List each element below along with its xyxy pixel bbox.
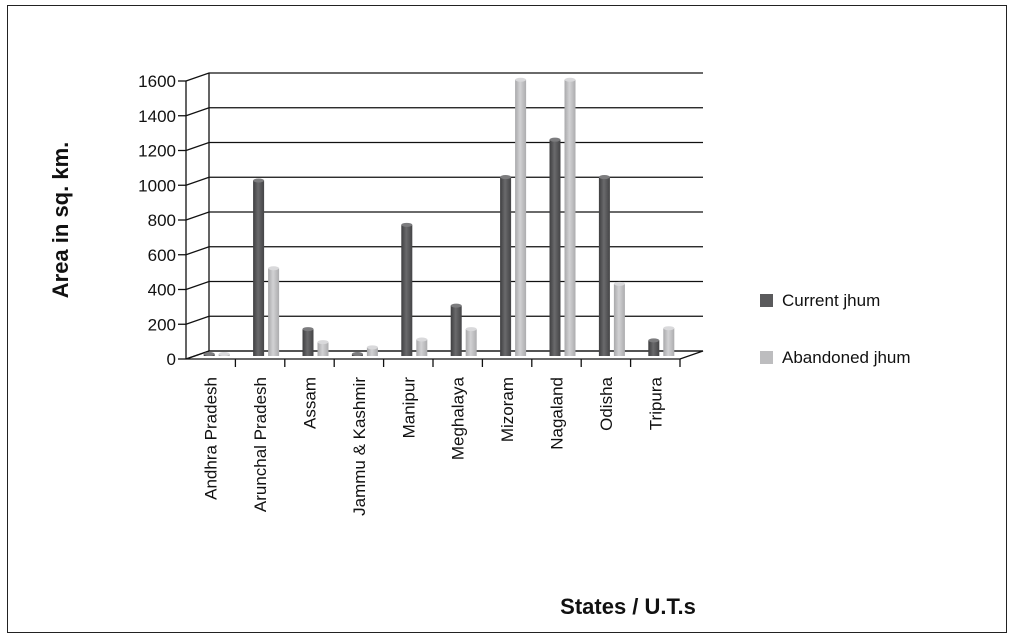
bar-cap — [648, 338, 660, 343]
legend-item-current-jhum: Current jhum — [760, 291, 880, 310]
chart-svg: 0 200 400 600 800 1000 1200 1400 1600 Andhra Pra… — [48, 72, 911, 619]
legend-item-abandoned-jhum: Abandoned jhum — [760, 348, 911, 367]
legend-label: Abandoned jhum — [782, 348, 911, 367]
y-tick-label: 1200 — [138, 142, 176, 161]
y-tick-label: 0 — [167, 350, 176, 369]
y-tick-label: 1600 — [138, 72, 176, 91]
bar-cap — [613, 281, 625, 286]
bar-cap — [253, 178, 265, 183]
bar-cap — [218, 352, 230, 356]
bar-body — [302, 329, 314, 356]
bar-cap — [515, 77, 527, 82]
bar-body — [549, 139, 561, 356]
bar-cap — [564, 77, 576, 82]
x-axis-title: States / U.T.s — [560, 594, 696, 619]
y-tick-label: 200 — [148, 315, 176, 334]
y-tick-label: 1400 — [138, 107, 176, 126]
legend: Current jhum Abandoned jhum — [760, 291, 911, 367]
bar-abandoned-jhum — [613, 281, 625, 356]
x-tick-label: Andhra Pradesh — [202, 377, 221, 500]
gridline — [185, 107, 703, 117]
bar-abandoned-jhum — [218, 352, 230, 356]
gridline — [185, 141, 703, 152]
bar-cap — [465, 327, 477, 332]
bar-body — [416, 339, 428, 356]
gridline — [185, 72, 703, 82]
bar-current-jhum — [351, 352, 363, 356]
bar-current-jhum — [549, 137, 561, 356]
bar-body — [500, 177, 512, 356]
bar-abandoned-jhum — [564, 77, 576, 357]
bar-abandoned-jhum — [366, 345, 378, 356]
bar-current-jhum — [648, 338, 660, 356]
y-tick-labels: 0 200 400 600 800 1000 1200 1400 1600 — [138, 72, 176, 369]
x-tick-label: Tripura — [646, 376, 665, 430]
x-tick-label: Odisha — [597, 376, 616, 430]
bar-cap — [416, 337, 428, 342]
y-tick-label: 400 — [148, 281, 176, 300]
bar-body — [515, 79, 527, 357]
bar-body — [465, 329, 477, 356]
axes — [178, 73, 704, 367]
bar-current-jhum — [500, 175, 512, 356]
bar-cap — [366, 345, 378, 350]
bar-body — [663, 328, 675, 356]
bar-abandoned-jhum — [416, 337, 428, 356]
bar-abandoned-jhum — [465, 327, 477, 356]
bar-current-jhum — [302, 327, 314, 356]
y-tick-label: 800 — [148, 211, 176, 230]
bar-body — [564, 79, 576, 357]
x-tick-label: Arunchal Pradesh — [251, 377, 270, 512]
bar-abandoned-jhum — [268, 266, 280, 356]
bar-body — [366, 347, 378, 356]
bar-cap — [268, 266, 280, 271]
bar-current-jhum — [401, 222, 413, 356]
bar-cap — [598, 175, 610, 180]
bar-body — [598, 177, 610, 356]
y-tick-label: 600 — [148, 246, 176, 265]
bar-body — [317, 342, 329, 356]
chart-frame: 0 200 400 600 800 1000 1200 1400 1600 Andhra Pra… — [7, 5, 1007, 633]
bar-abandoned-jhum — [515, 77, 527, 357]
bar-cap — [401, 222, 413, 227]
bar-cap — [351, 352, 363, 356]
y-tick-label: 1000 — [138, 176, 176, 195]
x-tick-label: Mizoram — [498, 377, 517, 442]
bar-cap — [302, 327, 314, 332]
x-tick-label: Assam — [301, 377, 320, 429]
y-axis-title: Area in sq. km. — [48, 142, 73, 299]
bar-current-jhum — [598, 175, 610, 356]
bar-cap — [317, 340, 329, 345]
bar-current-jhum — [450, 303, 462, 356]
legend-label: Current jhum — [782, 291, 880, 310]
bar-body — [450, 305, 462, 356]
bar-abandoned-jhum — [317, 340, 329, 356]
x-tick-label: Meghalaya — [449, 376, 468, 460]
x-tick-label: Nagaland — [548, 377, 567, 450]
legend-swatch — [760, 294, 773, 307]
bar-body — [401, 224, 413, 356]
bar-body — [253, 180, 265, 356]
bar-current-jhum — [253, 178, 265, 356]
x-tick-label: Jammu & Kashmir — [350, 377, 369, 516]
bar-cap — [203, 352, 215, 356]
bar-cap — [663, 326, 675, 331]
bar-cap — [549, 137, 561, 142]
bar-abandoned-jhum — [663, 326, 675, 356]
bars — [203, 77, 675, 357]
bar-cap — [450, 303, 462, 308]
x-tick-label: Manipur — [399, 377, 418, 439]
bar-current-jhum — [203, 352, 215, 356]
bar-body — [613, 283, 625, 356]
floor — [185, 350, 704, 360]
bar-body — [648, 340, 660, 356]
bar-cap — [500, 175, 512, 180]
legend-swatch — [760, 351, 773, 364]
bar-body — [268, 268, 280, 356]
x-tick-labels: Andhra Pradesh Arunchal Pradesh Assam Jammu… — [202, 376, 666, 515]
